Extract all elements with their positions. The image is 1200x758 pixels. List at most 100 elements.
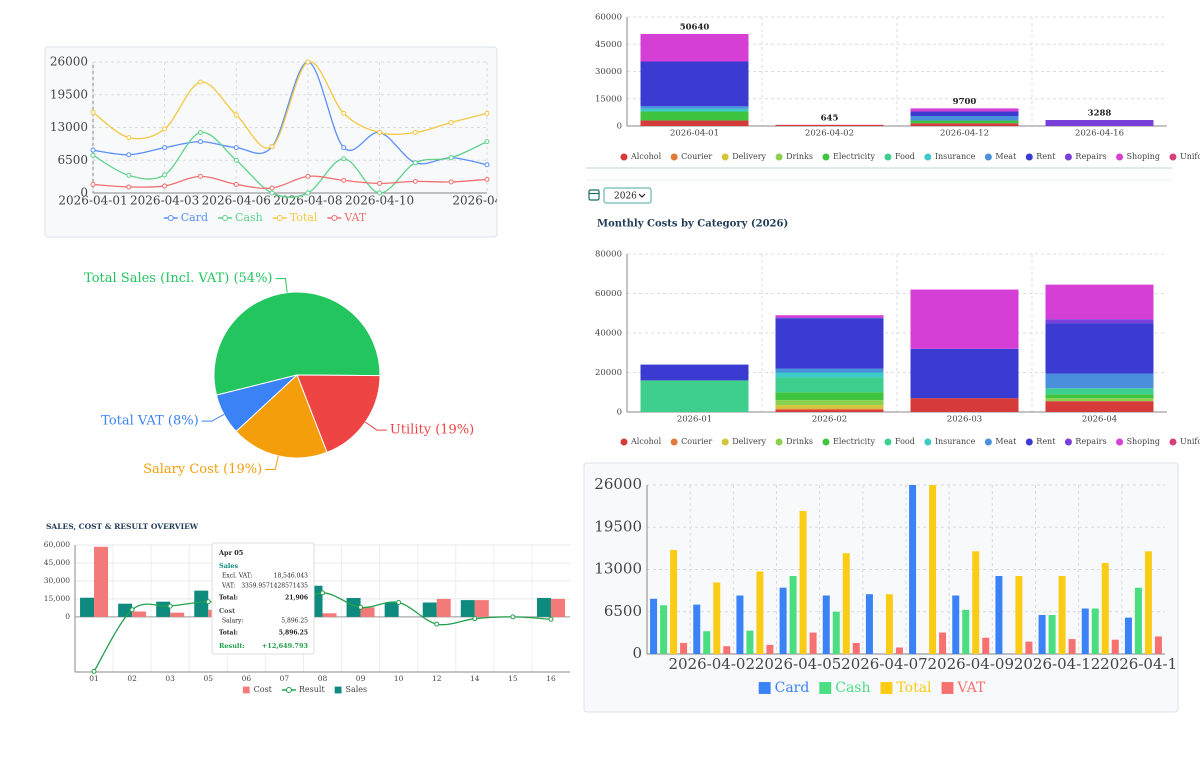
bar-segment [640,108,749,112]
tooltip-value: 5,896.25 [279,630,308,637]
legend: Alcohol Courier Delivery Drinks Electricity F… [620,437,1200,446]
legend-marker [276,215,283,221]
x-tick-labels: 2026-04-01 2026-04-02 2026-04-12 2026-04-16 [670,129,1124,139]
bar-segment [910,123,1019,126]
y-tick-label: 26000 [594,475,642,493]
legend-item: Card [758,680,809,696]
x-tick-label: 2026-04-01 [670,129,719,139]
tooltip-label: Salary: [222,618,243,625]
y-tick-label: 30,000 [44,576,70,585]
point [377,130,383,136]
y-tick-label: 0 [617,122,622,132]
bar-segment [1045,401,1154,412]
y-tick-label: 0 [80,186,88,200]
tooltip-box [211,542,315,655]
legend-marker [1064,438,1072,446]
legend-label: VAT [343,211,367,224]
legend-item: Electricity [822,437,875,446]
legend-label: Cash [835,680,870,696]
bar [842,553,850,654]
x-tick-label: 2026-04-03 [130,194,199,208]
bar-segment [1045,323,1154,374]
bar-segment [775,400,884,406]
x-tick-label: 10 [394,674,404,683]
y-tick-label: 0 [65,612,70,621]
x-tick-label: 2026-04-16 [452,194,521,208]
x-tick-label: 2026-04-05 [755,655,841,673]
tooltip-value: 3359.9571428571435 [241,583,308,590]
legend-marker [884,438,892,446]
bar [346,597,361,617]
legend-item: Courier [670,152,712,161]
x-tick-label: 2026-04-02 [805,129,854,139]
point [412,130,418,136]
point [484,139,490,145]
point [448,155,454,161]
bar-segment [640,364,749,381]
x-tick-label: 2026-04-12 [1014,655,1100,673]
legend-marker [242,686,250,694]
x-tick-label: 12 [432,674,442,683]
legend-label: Result [299,685,326,694]
legend-item: Result [281,685,326,694]
bar-segment [775,410,884,412]
bar [194,590,209,617]
point [305,190,311,196]
legend-marker [1025,153,1033,161]
bar [939,632,947,654]
point [484,110,490,116]
y-tick-label: 19500 [50,87,88,101]
legend: Alcohol Courier Delivery Drinks Electricity F… [620,152,1200,161]
bar [660,605,668,654]
legend-item: Shoping [1116,437,1160,446]
bar [1048,615,1056,654]
bar [80,597,95,617]
bar [865,594,873,654]
legend-label: Uniforms [1180,437,1200,446]
x-tick-label: 09 [356,674,366,683]
bar [736,595,744,654]
point [233,112,239,118]
legend-item: Insurance [924,437,976,446]
point [434,621,440,627]
tooltip-value: 18,546.043 [274,573,309,580]
point [197,173,203,179]
y-tick-label: 45,000 [44,558,70,567]
legend-item: Total [272,211,318,224]
point [162,126,168,132]
bar-segment [640,111,749,121]
tooltip-label: Excl. VAT: [222,573,253,580]
series-line [92,131,488,198]
legend-marker [167,215,174,221]
bar [680,642,688,654]
bar-segment [640,106,749,109]
y-tick-label: 19500 [594,517,642,535]
label-line [265,455,279,471]
legend-label: Cash [235,211,263,224]
legend-label: Meat [995,437,1017,446]
label-line [275,278,288,293]
legend-item: Shoping [1116,152,1160,161]
bar-segment [1045,284,1154,320]
point [162,183,168,189]
point [510,614,516,620]
bar [550,598,565,617]
year-select-value[interactable]: 2026 [614,192,637,202]
year-select[interactable] [603,187,652,204]
total-label: 9700 [953,97,977,107]
total-label: 3288 [1088,109,1112,119]
x-tick-label: 05 [203,674,213,683]
bar [322,613,337,617]
chart-panel [44,46,498,238]
point [377,190,383,196]
bar [885,594,893,654]
legend-item: Delivery [721,437,767,446]
bar-segment [775,405,884,409]
point [377,180,383,186]
pie-label: Salary Cost (19%) [143,462,262,477]
select-chevron[interactable] [638,193,646,198]
point [162,172,168,178]
legend-item: Alcohol [620,152,662,161]
point [233,145,239,151]
legend-marker [880,682,893,694]
